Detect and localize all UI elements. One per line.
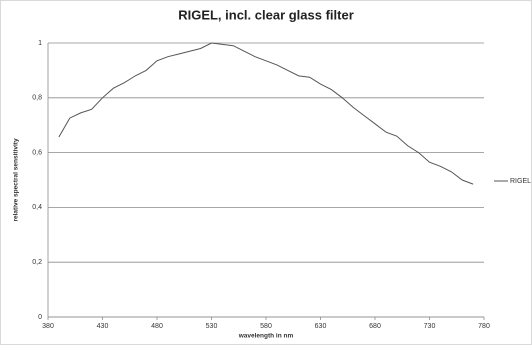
data-line <box>58 42 474 185</box>
x-tick-label: 530 <box>206 323 218 330</box>
x-tick-label: 630 <box>315 323 327 330</box>
x-tick-label: 730 <box>424 323 436 330</box>
x-tick-label: 480 <box>151 323 163 330</box>
x-tick-label: 380 <box>42 323 54 330</box>
x-tick-label: 780 <box>478 323 490 330</box>
y-tick-label: 0,6 <box>32 149 42 156</box>
x-axis-title: wavelength in nm <box>238 333 294 340</box>
x-tick-label: 680 <box>369 323 381 330</box>
x-tick-label: 580 <box>260 323 272 330</box>
y-tick-label: 0,4 <box>32 204 42 211</box>
x-tick-label: 430 <box>97 323 109 330</box>
y-tick-label: 0,2 <box>32 259 42 266</box>
legend-label: RIGEL <box>510 178 531 185</box>
y-tick-label: 0 <box>38 314 42 321</box>
chart-title: RIGEL, incl. clear glass filter <box>178 7 354 22</box>
y-tick-label: 1 <box>38 40 42 47</box>
y-axis-title: relative spectral sensitivity <box>13 138 20 221</box>
y-tick-label: 0,8 <box>32 95 42 102</box>
